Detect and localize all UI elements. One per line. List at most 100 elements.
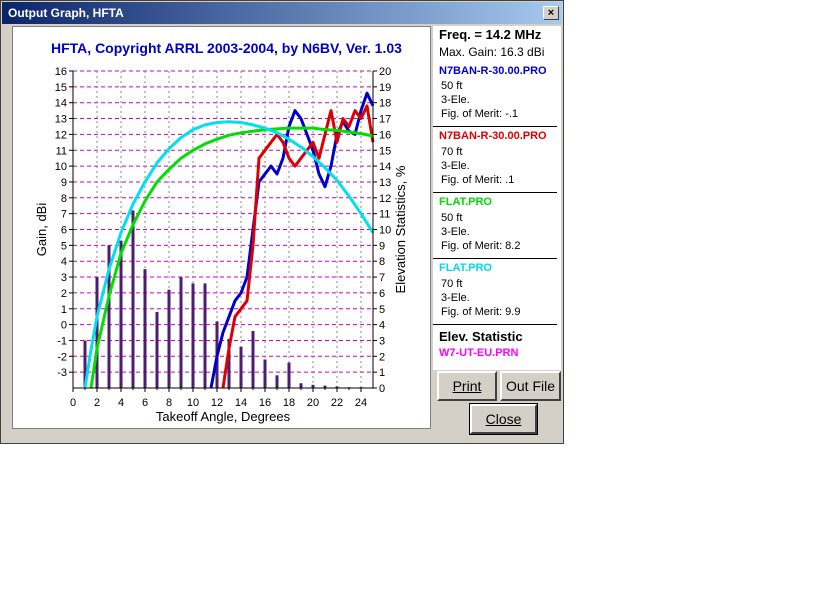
max-gain-label: Max. Gain: 16.3 dBi: [439, 45, 545, 59]
x-tick-label: 10: [187, 397, 199, 409]
legend-entry-name: FLAT.PRO: [439, 262, 492, 274]
elevation-bar: [191, 283, 195, 388]
x-tick-label: 8: [166, 397, 172, 409]
y2-tick-label: 2: [379, 351, 385, 363]
elevation-bar: [323, 385, 327, 388]
close-button[interactable]: Close: [469, 403, 538, 435]
y-tick-label: 3: [61, 272, 67, 284]
legend-entry-merit: Fig. of Merit: .1: [441, 174, 515, 186]
print-button-label: Print: [452, 378, 482, 394]
elevation-bar: [287, 362, 291, 388]
y2-tick-label: 17: [379, 114, 391, 126]
y-tick-label: 12: [55, 129, 67, 141]
series-line-4: [83, 120, 375, 389]
x-tick-label: 18: [283, 397, 295, 409]
elevation-statistic-file: W7-UT-EU.PRN: [439, 347, 519, 359]
elevation-bar: [251, 330, 255, 388]
chart-title: HFTA, Copyright ARRL 2003-2004, by N6BV,…: [51, 40, 402, 56]
y2-tick-label: 20: [379, 66, 391, 78]
series-line-2: [221, 104, 375, 389]
y2-tick-label: 1: [379, 367, 385, 379]
window-title: Output Graph, HFTA: [8, 6, 124, 20]
legend-divider: [433, 258, 557, 259]
legend-entry-elements: 3-Ele.: [441, 226, 470, 238]
legend-entry-height: 50 ft: [441, 80, 463, 92]
y-tick-label: -3: [57, 367, 67, 379]
elevation-bar: [119, 240, 123, 388]
legend-entry-name: FLAT.PRO: [439, 196, 492, 208]
y-tick-label: 6: [61, 225, 67, 237]
y2-tick-label: 15: [379, 145, 391, 157]
print-button[interactable]: Print: [437, 371, 497, 401]
x-tick-label: 0: [70, 397, 76, 409]
y-tick-label: 16: [55, 66, 67, 78]
close-window-icon[interactable]: ×: [543, 6, 559, 20]
output-graph-window: Output Graph, HFTA × HFTA, Copyright ARR…: [0, 0, 564, 444]
y2-tick-label: 19: [379, 82, 391, 94]
legend-entry-elements: 3-Ele.: [441, 292, 470, 304]
x-tick-label: 16: [259, 397, 271, 409]
legend-divider: [433, 324, 557, 325]
y2-axis-label: Elevation Statistics, %: [393, 165, 408, 293]
y-tick-label: 1: [61, 304, 67, 316]
series-line-3: [89, 126, 374, 389]
y2-tick-label: 5: [379, 304, 385, 316]
out-file-button[interactable]: Out File: [500, 371, 561, 401]
elevation-bar: [299, 383, 303, 388]
y2-tick-label: 3: [379, 335, 385, 347]
y-tick-label: 10: [55, 161, 67, 173]
legend-panel: Freq. = 14.2 MHz Max. Gain: 16.3 dBi N7B…: [433, 26, 561, 370]
x-tick-label: 24: [355, 397, 367, 409]
title-bar: Output Graph, HFTA ×: [2, 2, 562, 24]
y-tick-label: 7: [61, 209, 67, 221]
y2-tick-label: 7: [379, 272, 385, 284]
y2-tick-label: 18: [379, 98, 391, 110]
elevation-bar: [311, 384, 315, 388]
y2-tick-label: 10: [379, 225, 391, 237]
legend-entry-height: 70 ft: [441, 278, 463, 290]
y-tick-label: 15: [55, 82, 67, 94]
graph-panel: HFTA, Copyright ARRL 2003-2004, by N6BV,…: [12, 26, 431, 429]
y-tick-label: 9: [61, 177, 67, 189]
y2-tick-label: 11: [379, 209, 390, 221]
legend-entry-merit: Fig. of Merit: 9.9: [441, 306, 521, 318]
y-tick-label: 8: [61, 193, 67, 205]
x-tick-label: 12: [211, 397, 223, 409]
elevation-bar: [239, 346, 243, 388]
x-tick-label: 14: [235, 397, 247, 409]
x-tick-label: 22: [331, 397, 343, 409]
legend-entry-elements: 3-Ele.: [441, 94, 470, 106]
legend-entry-merit: Fig. of Merit: 8.2: [441, 240, 521, 252]
legend-entry-name: N7BAN-R-30.00.PRO: [439, 65, 547, 77]
x-tick-label: 4: [118, 397, 124, 409]
y2-tick-label: 6: [379, 288, 385, 300]
y-tick-label: 13: [55, 114, 67, 126]
legend-divider: [433, 126, 557, 127]
elevation-bar: [263, 359, 267, 388]
y-tick-label: 0: [61, 320, 67, 332]
elevation-bar: [143, 269, 147, 388]
y-tick-label: 4: [61, 256, 67, 268]
legend-entry-height: 70 ft: [441, 146, 463, 158]
y-tick-label: -1: [57, 335, 67, 347]
y-tick-label: -2: [57, 351, 67, 363]
elevation-statistic-heading: Elev. Statistic: [439, 329, 523, 344]
elevation-bar: [155, 311, 159, 388]
elevation-bar: [179, 277, 183, 388]
close-button-label: Close: [485, 411, 522, 427]
legend-entry-elements: 3-Ele.: [441, 160, 470, 172]
elevation-bar: [275, 375, 279, 388]
x-axis-label: Takeoff Angle, Degrees: [156, 409, 291, 424]
y-tick-label: 5: [61, 240, 67, 252]
elevation-bar: [167, 289, 171, 388]
chart-svg: HFTA, Copyright ARRL 2003-2004, by N6BV,…: [34, 40, 408, 424]
out-file-button-label: Out File: [505, 378, 555, 394]
elevation-bar: [95, 277, 99, 388]
legend-entry-name: N7BAN-R-30.00.PRO: [439, 130, 547, 142]
x-tick-label: 20: [307, 397, 319, 409]
y2-tick-label: 12: [379, 193, 391, 205]
y2-tick-label: 14: [379, 161, 391, 173]
x-tick-label: 2: [94, 397, 100, 409]
elevation-bar: [131, 210, 135, 388]
x-tick-label: 6: [142, 397, 148, 409]
